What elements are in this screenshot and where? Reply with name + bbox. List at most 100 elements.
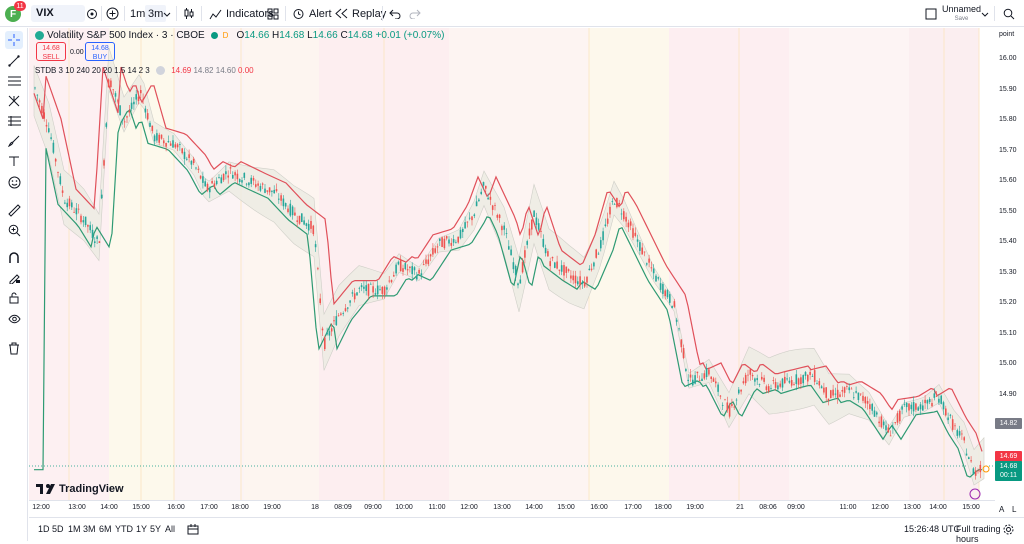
symbol-search-input[interactable]: VIX xyxy=(31,5,85,22)
candle-body xyxy=(54,158,57,162)
candle-body xyxy=(432,248,434,255)
candle-body xyxy=(165,143,167,147)
buy-button[interactable]: 14.68 BUY xyxy=(85,42,115,61)
layout-toggle-icon[interactable] xyxy=(925,5,937,22)
candle-body xyxy=(388,280,390,282)
compare-add-icon[interactable] xyxy=(106,5,119,22)
text-tool-icon[interactable] xyxy=(5,152,23,170)
pitchfork-icon[interactable] xyxy=(5,92,23,110)
candle-body xyxy=(577,281,579,285)
eye-icon[interactable] xyxy=(5,310,23,328)
candle-body xyxy=(659,283,662,290)
candle-body xyxy=(146,113,149,120)
fib-retracement-icon[interactable] xyxy=(5,112,23,130)
candle-body xyxy=(41,105,43,114)
chevron-down-icon[interactable] xyxy=(163,5,171,22)
candle-body xyxy=(899,410,901,422)
candle-body xyxy=(445,236,448,239)
templates-icon[interactable] xyxy=(267,5,279,22)
candle-body xyxy=(91,229,94,239)
candle-body xyxy=(832,389,834,396)
trend-line-icon[interactable] xyxy=(5,52,23,70)
crosshair-icon[interactable] xyxy=(5,31,23,49)
candle-body xyxy=(84,216,87,226)
zoom-in-icon[interactable] xyxy=(5,221,23,239)
chart-settings-gear-icon[interactable] xyxy=(1003,524,1014,538)
range-button-3m[interactable]: 3M xyxy=(83,524,96,534)
redo-icon[interactable] xyxy=(409,5,421,22)
bottom-toolbar: 1D 5D 1M 3M 6M YTD 1Y 5Y All 15:26:48 UTC Full t… xyxy=(29,517,1024,544)
indicator-settings-icon[interactable] xyxy=(155,66,165,76)
range-button-1y[interactable]: 1Y xyxy=(136,524,148,534)
sell-button[interactable]: 14.68 SELL xyxy=(36,42,66,61)
date-range-calendar-icon[interactable] xyxy=(187,524,199,537)
horizontal-lines-icon[interactable] xyxy=(5,72,23,90)
time-axis[interactable]: 12:00 13:00 14:00 15:00 16:00 17:00 18:00 19:00… xyxy=(29,500,995,516)
indicators-button[interactable]: Indicators xyxy=(209,5,274,22)
candle-body xyxy=(264,188,266,193)
candle-body xyxy=(303,220,305,225)
candle-body xyxy=(114,93,117,97)
candle-body xyxy=(215,180,218,185)
candle-body xyxy=(671,305,673,309)
interval-1m-button[interactable]: 1m xyxy=(130,7,146,20)
candle-body xyxy=(767,386,770,392)
candle-body xyxy=(611,201,614,202)
candle-body xyxy=(882,421,885,426)
time-tick-label: 19:00 xyxy=(263,504,281,511)
magnet-icon[interactable] xyxy=(5,249,23,267)
brush-icon[interactable] xyxy=(5,132,23,150)
time-tick-label: 10:00 xyxy=(395,504,413,511)
candle-body xyxy=(705,367,708,378)
range-button-5d[interactable]: 5D xyxy=(52,524,64,534)
price-axis[interactable]: point 16.00 15.90 15.80 15.70 15.60 15.50 15.4… xyxy=(995,28,1024,500)
lock-drawing-icon[interactable] xyxy=(5,269,23,287)
candle-body xyxy=(291,206,294,216)
indicator-legend[interactable]: STDB 3 10 240 20 20 1.5 14 2 3 14.69 14.… xyxy=(35,66,254,76)
alert-button[interactable]: Alert xyxy=(292,5,332,22)
time-tick-label: 13:00 xyxy=(903,504,921,511)
candle-body xyxy=(294,212,296,216)
symbol-info-icon[interactable] xyxy=(86,5,98,22)
candle-body xyxy=(296,220,298,222)
candle-body xyxy=(825,387,827,398)
candle-body xyxy=(268,187,271,193)
indicator-upper-line xyxy=(33,66,983,452)
replay-button[interactable]: Replay xyxy=(335,5,386,22)
layout-chevron-down-icon[interactable] xyxy=(981,5,989,22)
time-tick-label: 08:06 xyxy=(759,504,777,511)
range-button-1m[interactable]: 1M xyxy=(68,524,81,534)
candles-chart-type-icon[interactable] xyxy=(183,5,195,22)
ruler-icon[interactable] xyxy=(5,201,23,219)
range-button-ytd[interactable]: YTD xyxy=(115,524,133,534)
tradingview-logo: TradingView xyxy=(36,483,124,495)
candle-body xyxy=(310,220,312,229)
trash-icon[interactable] xyxy=(5,339,23,357)
candle-body xyxy=(958,431,961,436)
range-button-6m[interactable]: 6M xyxy=(99,524,112,534)
candle-body xyxy=(629,221,632,226)
log-scale-button[interactable]: L xyxy=(1012,505,1017,514)
range-button-all[interactable]: All xyxy=(165,524,176,534)
emoji-icon[interactable] xyxy=(5,173,23,191)
candle-body xyxy=(549,261,551,267)
price-chart[interactable] xyxy=(29,28,995,500)
session-selector[interactable]: Full trading hours xyxy=(956,524,1001,544)
range-button-5y[interactable]: 5Y xyxy=(150,524,162,534)
candle-body xyxy=(457,236,459,243)
layout-name[interactable]: Unnamed Save xyxy=(942,4,982,22)
chart-pane[interactable] xyxy=(29,28,995,500)
range-button-1d[interactable]: 1D xyxy=(38,524,50,534)
candle-body xyxy=(487,197,489,200)
candle-body xyxy=(650,267,653,269)
auto-scale-button[interactable]: A xyxy=(999,505,1005,514)
interval-3m-button[interactable]: 3m xyxy=(145,5,167,22)
candle-body xyxy=(402,268,404,272)
candle-body xyxy=(179,144,181,145)
undo-icon[interactable] xyxy=(389,5,401,22)
symbol-title[interactable]: Volatility S&P 500 Index · 3 · CBOE xyxy=(47,30,205,41)
clock-readout[interactable]: 15:26:48 UTC xyxy=(904,524,961,534)
search-icon[interactable] xyxy=(1003,5,1015,22)
candle-body xyxy=(448,239,450,244)
lock-icon[interactable] xyxy=(5,289,23,307)
